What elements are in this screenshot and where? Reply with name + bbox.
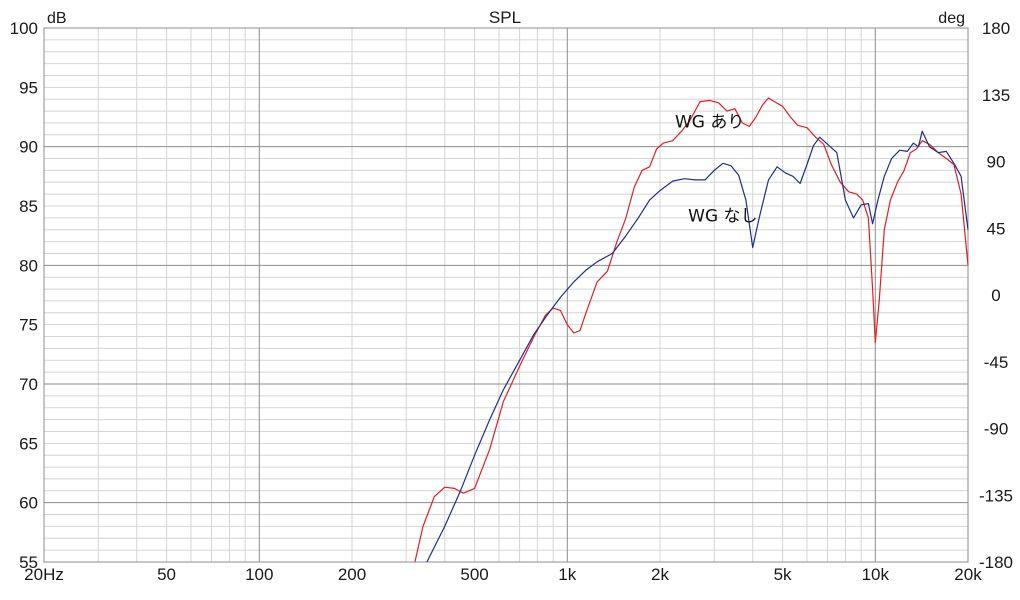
grid-minor [43, 28, 969, 563]
y-axis-ticks: 55 60 65 70 75 80 85 90 95 100 [10, 19, 38, 572]
y-tick-label: 75 [19, 316, 38, 335]
x-tick-label: 10k [862, 565, 890, 584]
chart-title: SPL [489, 8, 521, 27]
y-tick-label: 100 [10, 19, 38, 38]
y2-tick-label: -90 [984, 420, 1009, 439]
y2-tick-label: -45 [984, 353, 1009, 372]
y-tick-label: 90 [19, 138, 38, 157]
y-tick-label: 80 [19, 256, 38, 275]
y2-tick-label: 90 [987, 153, 1006, 172]
curves [414, 97, 969, 563]
x-tick-label: 500 [460, 565, 488, 584]
x-tick-label: 1k [558, 565, 576, 584]
y-tick-label: 65 [19, 434, 38, 453]
y-tick-label: 70 [19, 375, 38, 394]
curve-annotation: WG なし [688, 206, 757, 226]
y2-tick-label: 45 [987, 219, 1006, 238]
grid-major [44, 27, 968, 562]
x-tick-label: 100 [245, 565, 273, 584]
y-tick-label: 55 [19, 553, 38, 572]
y-tick-label: 85 [19, 197, 38, 216]
series-line-1 [414, 97, 969, 563]
y2-tick-label: 135 [982, 86, 1010, 105]
y-tick-label: 95 [19, 78, 38, 97]
x-tick-label: 5k [774, 565, 792, 584]
plot-frame [43, 27, 969, 563]
y2-tick-label: 0 [991, 286, 1000, 305]
y2-axis-label: deg [938, 10, 965, 27]
x-tick-label: 20k [954, 565, 982, 584]
curve-annotation: WG あり [675, 113, 744, 133]
x-tick-label: 20Hz [24, 565, 64, 584]
y2-axis-ticks: -180 -135 -90 -45 0 45 90 135 180 [979, 19, 1013, 572]
y2-tick-label: -180 [979, 553, 1013, 572]
annotations: WG あり WG なし [675, 113, 758, 227]
y2-tick-label: 180 [982, 19, 1010, 38]
x-axis-ticks: 20Hz 50 100 200 500 1k 2k 5k 10k 20k [24, 565, 982, 584]
y-axis-label: dB [47, 10, 67, 27]
x-tick-label: 2k [651, 565, 669, 584]
y-tick-label: 60 [19, 494, 38, 513]
series-line-2 [426, 130, 969, 563]
x-tick-label: 200 [338, 565, 366, 584]
x-tick-label: 50 [157, 565, 176, 584]
y2-tick-label: -135 [979, 486, 1013, 505]
